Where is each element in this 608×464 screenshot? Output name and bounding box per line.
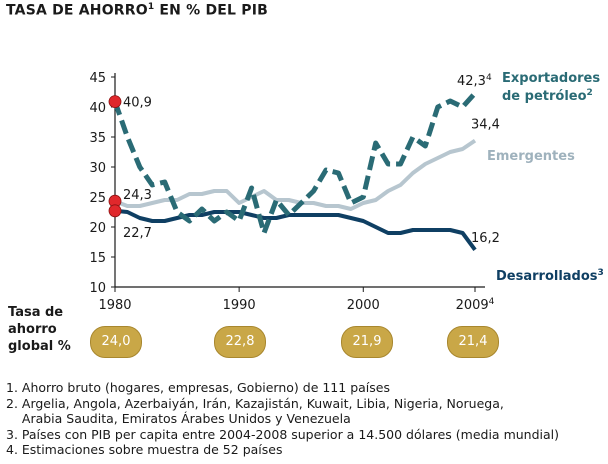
series-line-desarrollados [114,208,477,251]
end-value-label-desarrollados: 16,2 [471,231,500,246]
footnotes: 1. Ahorro bruto (hogares, empresas, Gobi… [6,380,606,458]
end-value-label-exportadores: 42,34 [457,73,492,89]
series-name-exportadores-line2: de petróleo2 [502,88,593,104]
footnote-2-cont: Arabia Saudita, Emiratos Árabes Unidos y… [6,411,351,426]
global-rate-1990: 22,8 [214,326,266,358]
chart-title: TASA DE AHORRO1 EN % DEL PIB [6,2,268,19]
global-rate-1980: 24,0 [90,326,142,358]
y-tick-label: 35 [89,131,106,146]
end-value-label-emergentes: 34,4 [471,118,500,133]
chart-title-sup: 1 [147,2,155,12]
x-tick-label: 20094 [456,297,495,313]
start-marker [108,204,122,218]
series-line-exportadores [112,91,477,236]
chart-title-rest: EN % DEL PIB [154,2,268,19]
chart-title-main: TASA DE AHORRO [6,2,148,19]
start-value-label-desarrollados: 22,7 [123,226,152,241]
footnote-1: 1. Ahorro bruto (hogares, empresas, Gobi… [6,380,390,395]
footnote-4: 4. Estimaciones sobre muestra de 52 país… [6,442,283,457]
series-name-emergentes: Emergentes [487,149,575,164]
y-tick-label: 30 [89,161,106,176]
series-line-emergentes [114,138,477,211]
global-rate-2009: 21,4 [447,326,499,358]
x-tick-label: 2000 [347,298,380,313]
x-tick-label: 1990 [223,298,256,313]
global-rate-label-line1: Tasa de [8,305,64,320]
global-rate-label-line3: global % [8,339,71,354]
y-tick-label: 45 [89,71,106,86]
series-name-exportadores-line1: Exportadores [502,71,600,86]
start-value-label-exportadores: 40,9 [123,96,152,111]
savings-line-chart: 10 15 20 25 30 35 40 45 1980 1990 2000 20094 40,9 24,… [89,71,604,313]
y-tick-label: 15 [89,251,106,266]
series-name-desarrollados: Desarrollados3 [496,268,604,284]
footnote-2: 2. Argelia, Angola, Azerbaiyán, Irán, Ka… [6,395,504,411]
start-value-label-emergentes: 24,3 [123,188,152,203]
global-rate-label: Tasa de ahorro global % [8,304,71,355]
y-tick-label: 10 [89,281,106,296]
footnote-3: 3. Países con PIB per capita entre 2004-… [6,426,560,442]
global-rate-2000: 21,9 [341,326,393,358]
x-tick-label: 1980 [98,298,131,313]
y-tick-label: 25 [89,191,106,206]
global-rate-label-line2: ahorro [8,322,57,337]
start-marker [108,95,122,108]
y-tick-label: 40 [89,101,106,116]
y-tick-label: 20 [89,221,106,236]
